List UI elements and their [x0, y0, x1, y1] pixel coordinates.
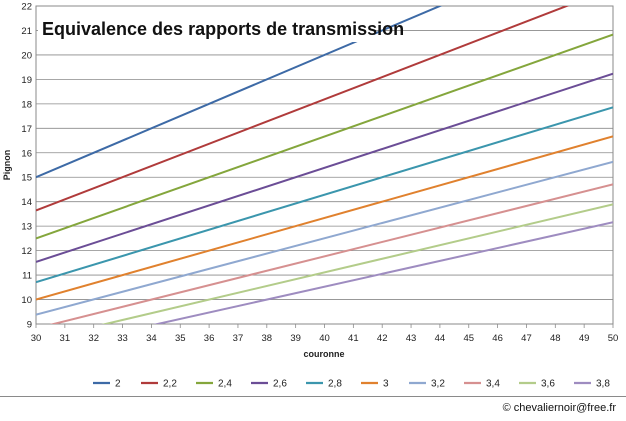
- x-tick-label: 48: [550, 333, 561, 344]
- series-line-6: [36, 160, 613, 316]
- series-line-4: [36, 106, 613, 284]
- y-tick-label: 16: [21, 148, 32, 159]
- x-axis-label: couronne: [303, 349, 344, 359]
- legend-entry: 3,8: [596, 379, 610, 390]
- y-tick-label: 11: [22, 271, 32, 282]
- legend-entry: 2,6: [273, 379, 287, 390]
- x-tick-label: 49: [579, 333, 590, 344]
- y-tick-label: 13: [21, 222, 32, 233]
- x-tick-label: 36: [204, 333, 215, 344]
- x-tick-label: 41: [348, 333, 359, 344]
- series-line-5: [36, 135, 613, 301]
- footer-separator: [0, 396, 626, 397]
- x-tick-label: 47: [521, 333, 532, 344]
- y-tick-label: 22: [21, 2, 32, 13]
- y-tick-label: 9: [27, 320, 32, 331]
- series-lines: [36, 6, 613, 324]
- series-line-2: [36, 33, 613, 240]
- x-tick-label: 31: [60, 333, 71, 344]
- title-background: [38, 16, 374, 42]
- legend-entry: 3,4: [486, 379, 500, 390]
- legend-entry: 2,8: [328, 379, 342, 390]
- x-tick-label: 40: [319, 333, 330, 344]
- y-tick-label: 21: [21, 26, 32, 37]
- legend: 2 2,2 2,4 2,6 2,8 3 3,2 3,4 3,6 3,8: [93, 379, 610, 390]
- series-line-3: [36, 72, 613, 263]
- copyright-text: © chevaliernoir@free.fr: [502, 402, 616, 414]
- series-line-9: [152, 221, 613, 324]
- x-tick-label: 30: [31, 333, 42, 344]
- legend-entry: 3,6: [541, 379, 555, 390]
- x-tick-label: 44: [435, 333, 446, 344]
- x-tick-label: 39: [290, 333, 301, 344]
- legend-entry: 2,4: [218, 379, 232, 390]
- x-tick-label: 45: [463, 333, 474, 344]
- y-tick-label: 18: [21, 99, 32, 110]
- series-line-1: [36, 6, 570, 212]
- x-tick-label: 33: [117, 333, 128, 344]
- legend-entry: 2,2: [163, 379, 177, 390]
- chart-title: Equivalence des rapports de transmission: [42, 19, 404, 39]
- x-tick-label: 38: [262, 333, 273, 344]
- legend-entry: 2: [115, 379, 121, 390]
- x-tick-label: 37: [233, 333, 244, 344]
- x-tick-label: 32: [88, 333, 99, 344]
- y-tick-label: 12: [21, 246, 32, 257]
- y-tick-label: 15: [21, 173, 32, 184]
- x-tick-label: 34: [146, 333, 157, 344]
- chart: 30 31 32 33 34 35 36 37 38 39 40 41 42 43 44 45 46 47 48 49…: [2, 2, 619, 390]
- x-tick-label: 35: [175, 333, 186, 344]
- y-tick-label: 20: [21, 50, 32, 61]
- series-line-0: [36, 6, 443, 179]
- x-tick-label: 46: [492, 333, 503, 344]
- y-axis-label: Pignon: [2, 150, 12, 181]
- x-tick-label: 42: [377, 333, 388, 344]
- y-tick-label: 19: [21, 75, 32, 86]
- series-line-8: [101, 203, 613, 324]
- legend-entry: 3,2: [431, 379, 445, 390]
- y-tick-label: 10: [21, 295, 32, 306]
- plot-area: [35, 5, 614, 325]
- series-line-7: [49, 183, 613, 324]
- x-tick-label: 43: [406, 333, 417, 344]
- y-tick-label: 17: [21, 124, 32, 135]
- y-tick-labels: 9 10 11 12 13 14 15 16 17 18 19 20 21 22: [21, 2, 32, 331]
- x-tick-label: 50: [608, 333, 619, 344]
- legend-entry: 3: [383, 379, 389, 390]
- x-tick-labels: 30 31 32 33 34 35 36 37 38 39 40 41 42 43 44 45 46 47 48 49…: [31, 333, 619, 344]
- y-tick-label: 14: [21, 197, 32, 208]
